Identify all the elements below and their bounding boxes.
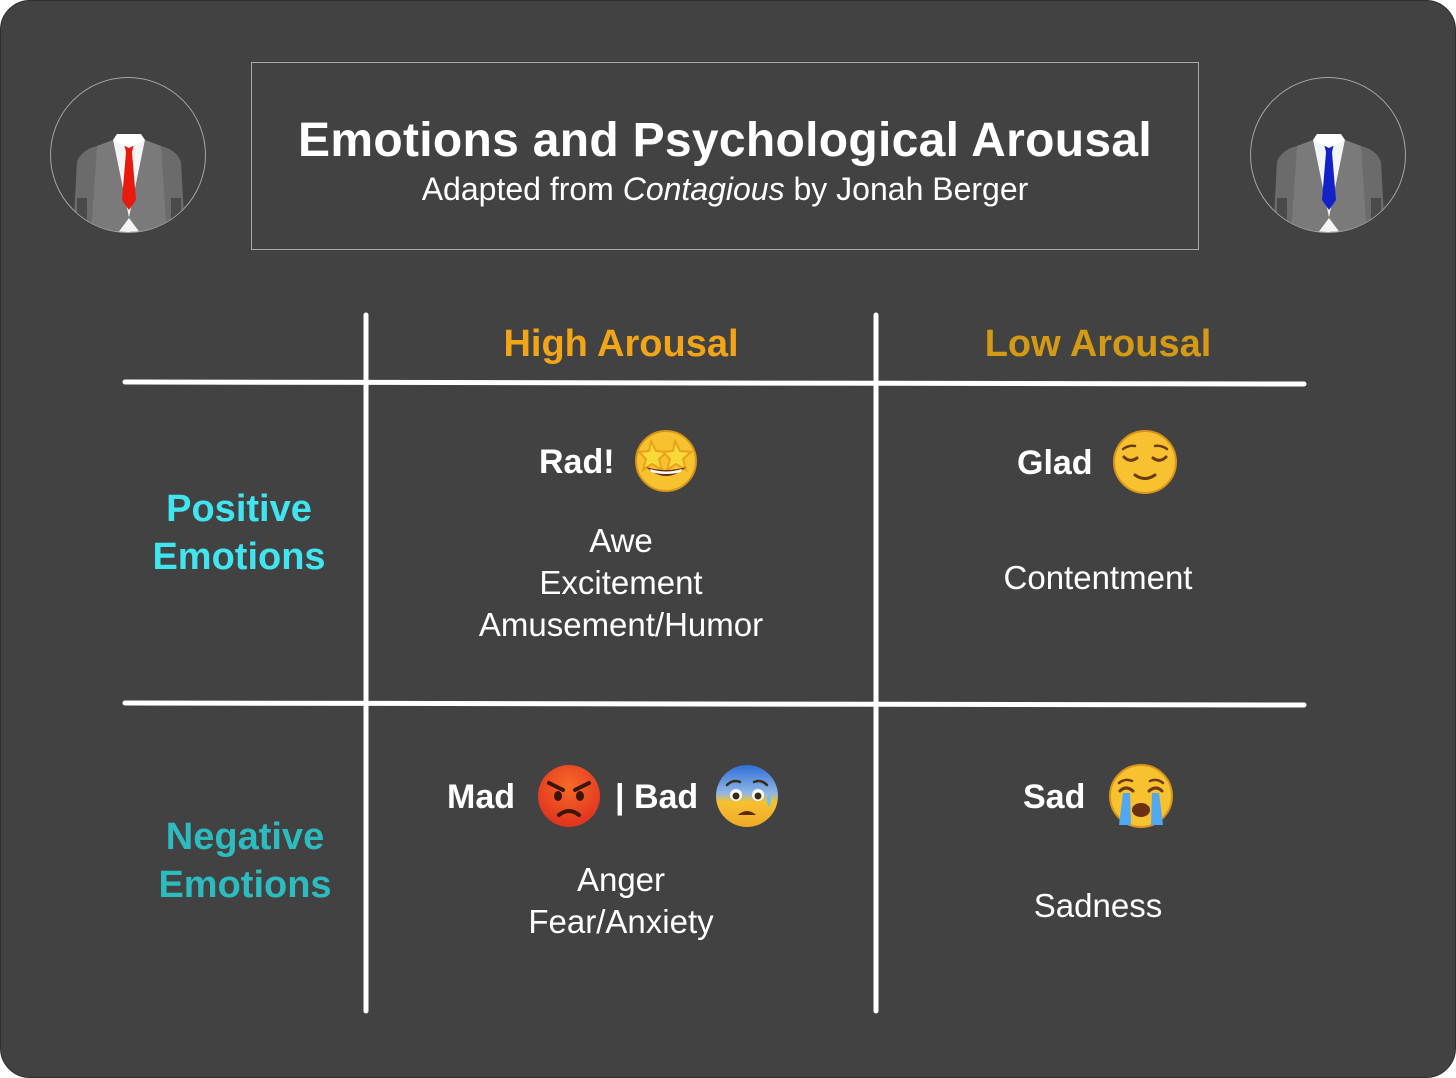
page-title: Emotions and Psychological Arousal: [298, 114, 1152, 167]
suit-red-tie-icon: [50, 77, 206, 233]
horizontal-divider-middle: [122, 700, 1307, 708]
list-item-excitement: Excitement: [539, 564, 703, 601]
row-header-negative-line1: Negative: [165, 816, 325, 858]
cell-heading-bad: | Bad: [615, 778, 699, 816]
list-item-sadness: Sadness: [1033, 887, 1163, 924]
page-subtitle: Adapted from Contagious by Jonah Berger: [252, 169, 1198, 209]
cell-heading-glad: Glad: [1017, 444, 1093, 482]
list-item-anger: Anger: [576, 861, 666, 898]
cell-items-positive-low: Contentment: [879, 557, 1317, 599]
suit-blue-tie-icon: [1250, 77, 1406, 233]
list-item-amusement-humor: Amusement/Humor: [478, 606, 764, 643]
row-header-negative: Negative Emotions: [117, 813, 373, 909]
cell-items-positive-high: Awe Excitement Amusement/Humor: [369, 520, 873, 646]
cell-heading-rad: Rad!: [539, 443, 615, 481]
cell-heading-mad: Mad: [447, 778, 515, 816]
subtitle-suffix: by Jonah Berger: [784, 171, 1029, 207]
list-item-contentment: Contentment: [1003, 559, 1193, 596]
subtitle-book-title: Contagious: [622, 171, 785, 207]
pouting-face-icon: [538, 765, 600, 827]
cell-heading-sad: Sad: [1023, 778, 1086, 816]
crying-face-icon: [1109, 764, 1173, 828]
title-box: Emotions and Psychological Arousal Adapt…: [251, 62, 1199, 250]
subtitle-prefix: Adapted from: [421, 171, 623, 207]
row-header-negative-line2: Emotions: [158, 864, 332, 906]
horizontal-divider-top: [122, 379, 1307, 387]
relieved-face-icon: [1113, 430, 1177, 494]
star-struck-face-icon: [635, 430, 697, 492]
anxious-face-icon: [716, 765, 778, 827]
column-header-high-arousal: High Arousal: [503, 323, 739, 365]
cell-items-negative-low: Sadness: [879, 885, 1317, 927]
row-header-positive: Positive Emotions: [111, 485, 367, 581]
list-item-fear-anxiety: Fear/Anxiety: [528, 903, 714, 940]
list-item-awe: Awe: [589, 522, 653, 559]
column-header-low-arousal: Low Arousal: [984, 323, 1212, 365]
cell-items-negative-high: Anger Fear/Anxiety: [369, 859, 873, 943]
row-header-positive-line2: Emotions: [152, 536, 326, 578]
row-header-positive-line1: Positive: [166, 488, 312, 530]
